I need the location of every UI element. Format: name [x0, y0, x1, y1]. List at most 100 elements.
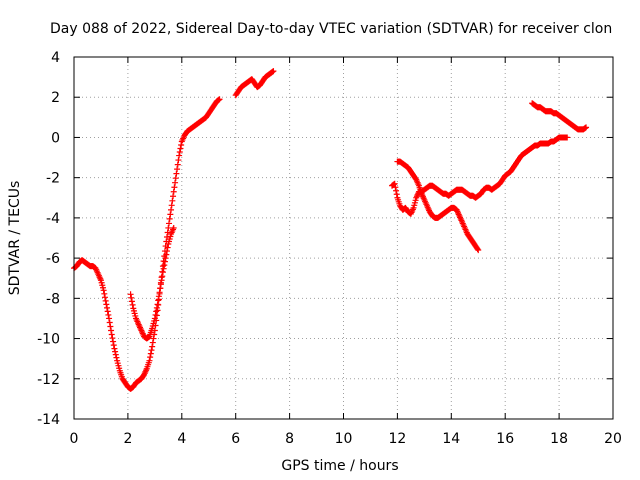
x-tick-label: 14 — [442, 431, 460, 447]
data-point — [174, 166, 181, 173]
data-point — [391, 180, 398, 187]
data-point — [474, 246, 481, 253]
tick-labels: 0 2 4 6 8 10 12 14 16 18 20 -14 -12 -10 -8 -6 -4 -2 0 2 4 — [37, 50, 622, 447]
data-point — [146, 357, 153, 364]
data-point — [170, 188, 177, 195]
data-point — [167, 211, 174, 218]
data-point — [110, 342, 117, 349]
data-point — [165, 220, 172, 227]
data-point — [104, 308, 111, 315]
data-point — [101, 290, 108, 297]
data-point — [172, 179, 179, 186]
x-tick-label: 6 — [231, 431, 240, 447]
data-point — [104, 304, 111, 311]
x-tick-label: 4 — [177, 431, 186, 447]
data-point — [166, 215, 173, 222]
data-point — [149, 343, 156, 350]
data-point — [106, 315, 113, 322]
data-point — [393, 191, 400, 198]
data-points — [71, 68, 590, 392]
data-point — [170, 193, 177, 200]
data-point — [564, 134, 571, 141]
x-tick-label: 16 — [496, 431, 514, 447]
data-point — [153, 308, 160, 315]
data-point — [103, 301, 110, 308]
data-point — [152, 311, 159, 318]
data-point — [159, 273, 166, 280]
plot-frame — [73, 56, 614, 420]
data-point — [100, 287, 107, 294]
data-point — [147, 354, 154, 361]
data-point — [177, 145, 184, 152]
data-point — [583, 124, 590, 131]
data-point — [174, 161, 181, 168]
x-tick-label: 8 — [285, 431, 294, 447]
data-point — [164, 244, 171, 251]
data-point — [129, 301, 136, 308]
data-point — [105, 311, 112, 318]
data-point — [157, 285, 164, 292]
data-point — [475, 247, 482, 254]
data-point — [176, 152, 183, 159]
series-morning — [71, 96, 223, 392]
y-tick-label: 0 — [51, 130, 60, 146]
data-point — [159, 269, 166, 276]
data-point — [128, 294, 135, 301]
data-point — [151, 315, 158, 322]
data-point — [156, 289, 163, 296]
data-point — [155, 293, 162, 300]
data-point — [158, 277, 165, 284]
data-point — [178, 141, 185, 148]
data-point — [169, 197, 176, 204]
data-point — [172, 175, 179, 182]
data-point — [161, 262, 168, 269]
data-point — [165, 224, 172, 231]
data-point — [168, 202, 175, 209]
x-tick-label: 10 — [335, 431, 353, 447]
y-tick-label: -6 — [46, 251, 60, 267]
data-point — [157, 281, 164, 288]
data-point — [107, 323, 114, 330]
data-point — [392, 184, 399, 191]
data-point — [393, 187, 400, 194]
y-tick-label: 4 — [51, 50, 60, 66]
series-afternoon-lower — [394, 158, 482, 254]
data-point — [127, 291, 134, 298]
x-tick-label: 18 — [550, 431, 568, 447]
data-point — [168, 206, 175, 213]
data-point — [153, 304, 160, 311]
y-tick-label: 2 — [51, 90, 60, 106]
y-tick-label: -2 — [46, 171, 60, 187]
y-axis-label: SDTVAR / TECUs — [7, 181, 23, 296]
data-point — [154, 301, 161, 308]
y-tick-label: -8 — [46, 291, 60, 307]
data-point — [150, 335, 157, 342]
data-point — [176, 149, 183, 156]
data-point — [155, 297, 162, 304]
data-point — [106, 319, 113, 326]
chart-title: Day 088 of 2022, Sidereal Day-to-day VTE… — [50, 21, 612, 37]
data-point — [112, 351, 119, 358]
data-point — [216, 96, 223, 103]
data-point — [108, 327, 115, 334]
data-point — [147, 350, 154, 357]
data-point — [113, 354, 120, 361]
grid — [74, 57, 613, 419]
x-tick-label: 20 — [604, 431, 622, 447]
data-point — [162, 255, 169, 262]
y-tick-label: -4 — [46, 211, 60, 227]
series-evening — [529, 100, 590, 133]
y-tick-label: -12 — [37, 372, 60, 388]
data-point — [148, 347, 155, 354]
data-point — [112, 348, 119, 355]
data-point — [160, 265, 167, 272]
data-point — [102, 297, 109, 304]
data-point — [128, 298, 135, 305]
data-point — [108, 331, 115, 338]
x-tick-label: 0 — [70, 431, 79, 447]
data-point — [163, 248, 170, 255]
y-tick-label: -14 — [37, 412, 60, 428]
series-late-morning — [232, 68, 277, 99]
y-tick-label: -10 — [37, 332, 60, 348]
